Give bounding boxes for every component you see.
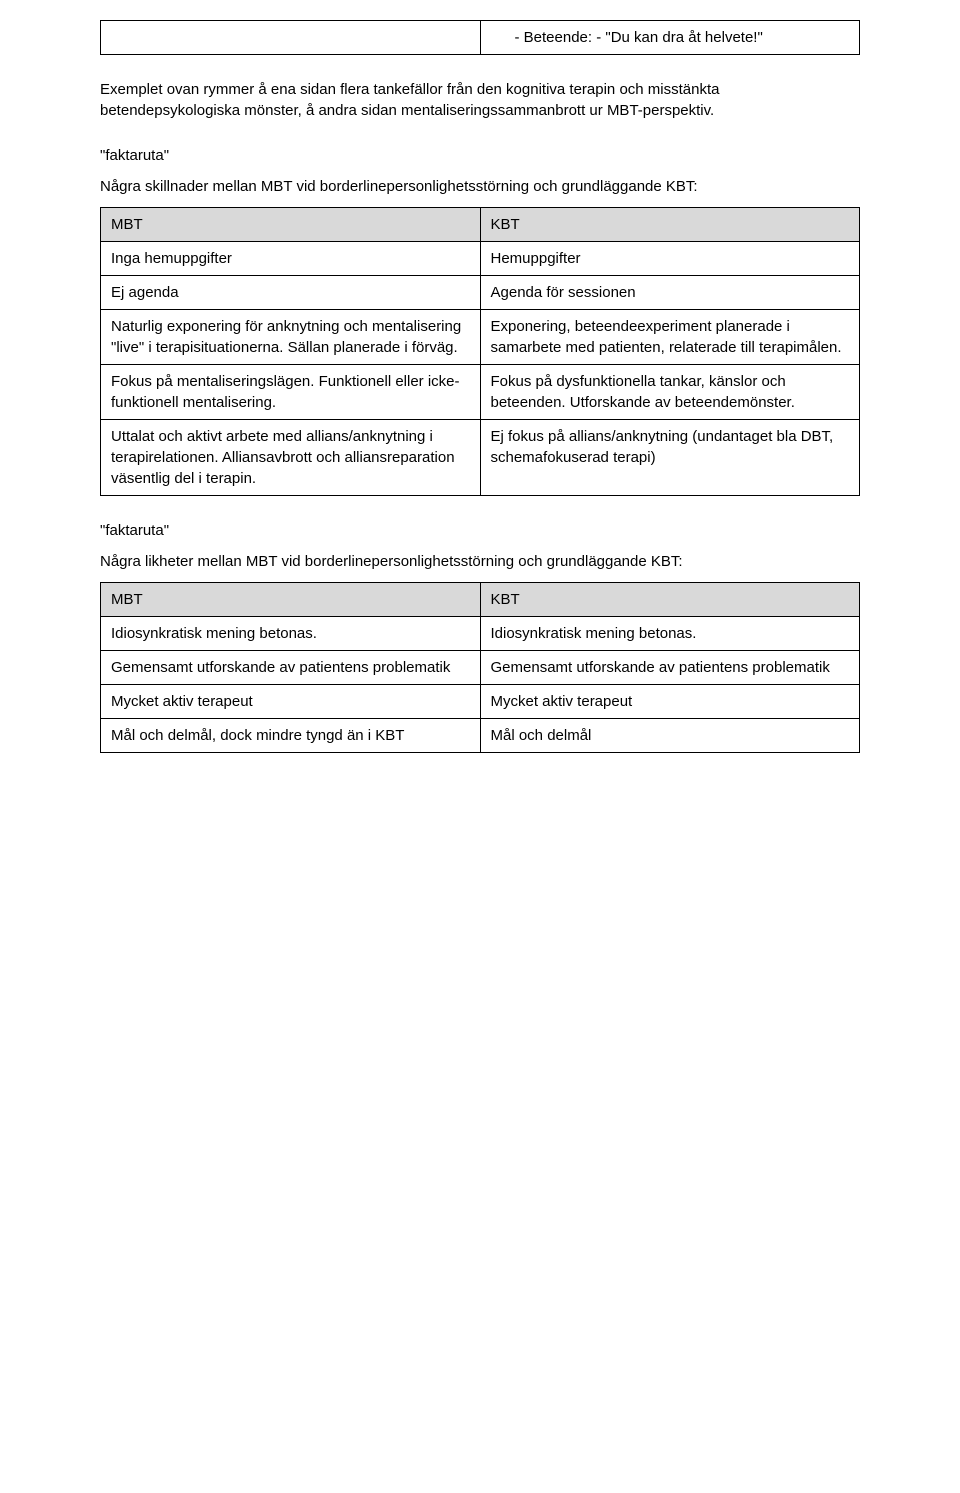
table-cell: Idiosynkratisk mening betonas. <box>480 617 860 651</box>
table-header-right: KBT <box>480 208 860 242</box>
table-cell: Naturlig exponering för anknytning och m… <box>101 310 481 365</box>
faktaruta-caption-2: Några likheter mellan MBT vid borderline… <box>100 551 860 572</box>
top-box-right-cell: - Beteende: - "Du kan dra åt helvete!" <box>480 21 860 55</box>
table-row: Ej agenda Agenda för sessionen <box>101 276 860 310</box>
table-cell: Mycket aktiv terapeut <box>101 685 481 719</box>
table-cell: Hemuppgifter <box>480 242 860 276</box>
table-cell: Uttalat och aktivt arbete med allians/an… <box>101 420 481 496</box>
table-row: Fokus på mentaliseringslägen. Funktionel… <box>101 365 860 420</box>
similarities-table: MBT KBT Idiosynkratisk mening betonas. I… <box>100 582 860 753</box>
table-header-left: MBT <box>101 208 481 242</box>
table-cell: Fokus på mentaliseringslägen. Funktionel… <box>101 365 481 420</box>
top-box-left-cell <box>101 21 481 55</box>
table-cell: Idiosynkratisk mening betonas. <box>101 617 481 651</box>
table-row: Naturlig exponering för anknytning och m… <box>101 310 860 365</box>
document-page: - Beteende: - "Du kan dra åt helvete!" E… <box>0 0 960 817</box>
table-cell: Exponering, beteendeexperiment planerade… <box>480 310 860 365</box>
table-row: Gemensamt utforskande av patientens prob… <box>101 651 860 685</box>
faktaruta-label-2: "faktaruta" <box>100 520 860 541</box>
table-cell: Ej fokus på allians/anknytning (undantag… <box>480 420 860 496</box>
table-row: Uttalat och aktivt arbete med allians/an… <box>101 420 860 496</box>
table-header-row: MBT KBT <box>101 208 860 242</box>
faktaruta-label-1: "faktaruta" <box>100 145 860 166</box>
table-cell: Inga hemuppgifter <box>101 242 481 276</box>
table-cell: Agenda för sessionen <box>480 276 860 310</box>
top-box-table: - Beteende: - "Du kan dra åt helvete!" <box>100 20 860 55</box>
top-box-bullet: - Beteende: - "Du kan dra åt helvete!" <box>491 27 850 48</box>
table-row: Mycket aktiv terapeut Mycket aktiv terap… <box>101 685 860 719</box>
differences-table: MBT KBT Inga hemuppgifter Hemuppgifter E… <box>100 207 860 496</box>
table-cell: Mycket aktiv terapeut <box>480 685 860 719</box>
table-row: Inga hemuppgifter Hemuppgifter <box>101 242 860 276</box>
intro-paragraph: Exemplet ovan rymmer å ena sidan flera t… <box>100 79 860 121</box>
table-row: Mål och delmål, dock mindre tyngd än i K… <box>101 719 860 753</box>
table-cell: Gemensamt utforskande av patientens prob… <box>101 651 481 685</box>
table-header-right: KBT <box>480 583 860 617</box>
table-header-row: MBT KBT <box>101 583 860 617</box>
faktaruta-caption-1: Några skillnader mellan MBT vid borderli… <box>100 176 860 197</box>
table-cell: Fokus på dysfunktionella tankar, känslor… <box>480 365 860 420</box>
table-cell: Mål och delmål <box>480 719 860 753</box>
table-cell: Gemensamt utforskande av patientens prob… <box>480 651 860 685</box>
table-cell: Mål och delmål, dock mindre tyngd än i K… <box>101 719 481 753</box>
table-header-left: MBT <box>101 583 481 617</box>
table-row: Idiosynkratisk mening betonas. Idiosynkr… <box>101 617 860 651</box>
table-cell: Ej agenda <box>101 276 481 310</box>
